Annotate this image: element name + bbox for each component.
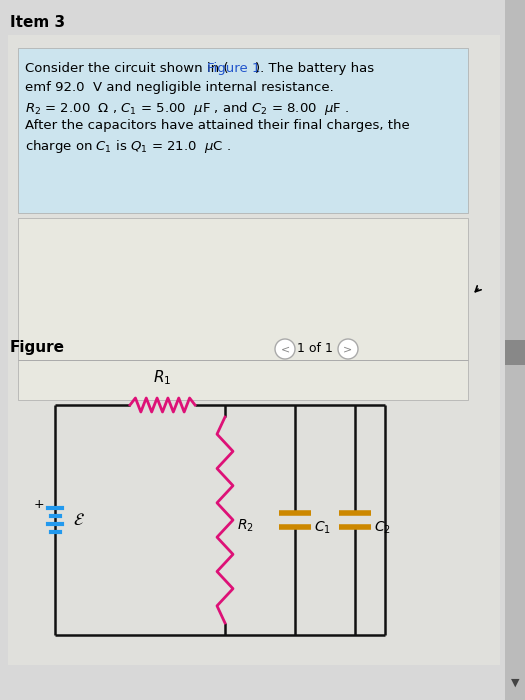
Text: $\mathcal{E}$: $\mathcal{E}$ (73, 511, 85, 529)
Text: <: < (280, 344, 290, 354)
Bar (18, 218, 468, 400)
Text: >: > (343, 344, 353, 354)
Bar (505, 340, 525, 365)
Text: +: + (34, 498, 44, 510)
Text: Item 3: Item 3 (10, 15, 65, 30)
Text: $C_2$: $C_2$ (374, 520, 391, 536)
Text: Consider the circuit shown in (: Consider the circuit shown in ( (25, 62, 228, 75)
Text: charge on $C_1$ is $Q_1$ = 21.0  $\mu$C .: charge on $C_1$ is $Q_1$ = 21.0 $\mu$C . (25, 138, 231, 155)
Text: Figure: Figure (10, 340, 65, 355)
Text: $R_1$: $R_1$ (153, 368, 172, 387)
Text: $R_2$ = 2.00  $\Omega$ , $C_1$ = 5.00  $\mu$F , and $C_2$ = 8.00  $\mu$F .: $R_2$ = 2.00 $\Omega$ , $C_1$ = 5.00 $\m… (25, 100, 350, 117)
Text: 1 of 1: 1 of 1 (297, 342, 333, 356)
Text: Figure 1: Figure 1 (207, 62, 260, 75)
Text: ▼: ▼ (511, 678, 519, 688)
Circle shape (275, 339, 295, 359)
Circle shape (338, 339, 358, 359)
FancyBboxPatch shape (18, 48, 468, 213)
Text: ). The battery has: ). The battery has (255, 62, 374, 75)
Text: emf 92.0  V and negligible internal resistance.: emf 92.0 V and negligible internal resis… (25, 81, 334, 94)
Text: After the capacitors have attained their final charges, the: After the capacitors have attained their… (25, 119, 410, 132)
Text: $C_1$: $C_1$ (314, 520, 331, 536)
Text: $R_2$: $R_2$ (237, 518, 254, 534)
Bar (505, 0, 525, 700)
